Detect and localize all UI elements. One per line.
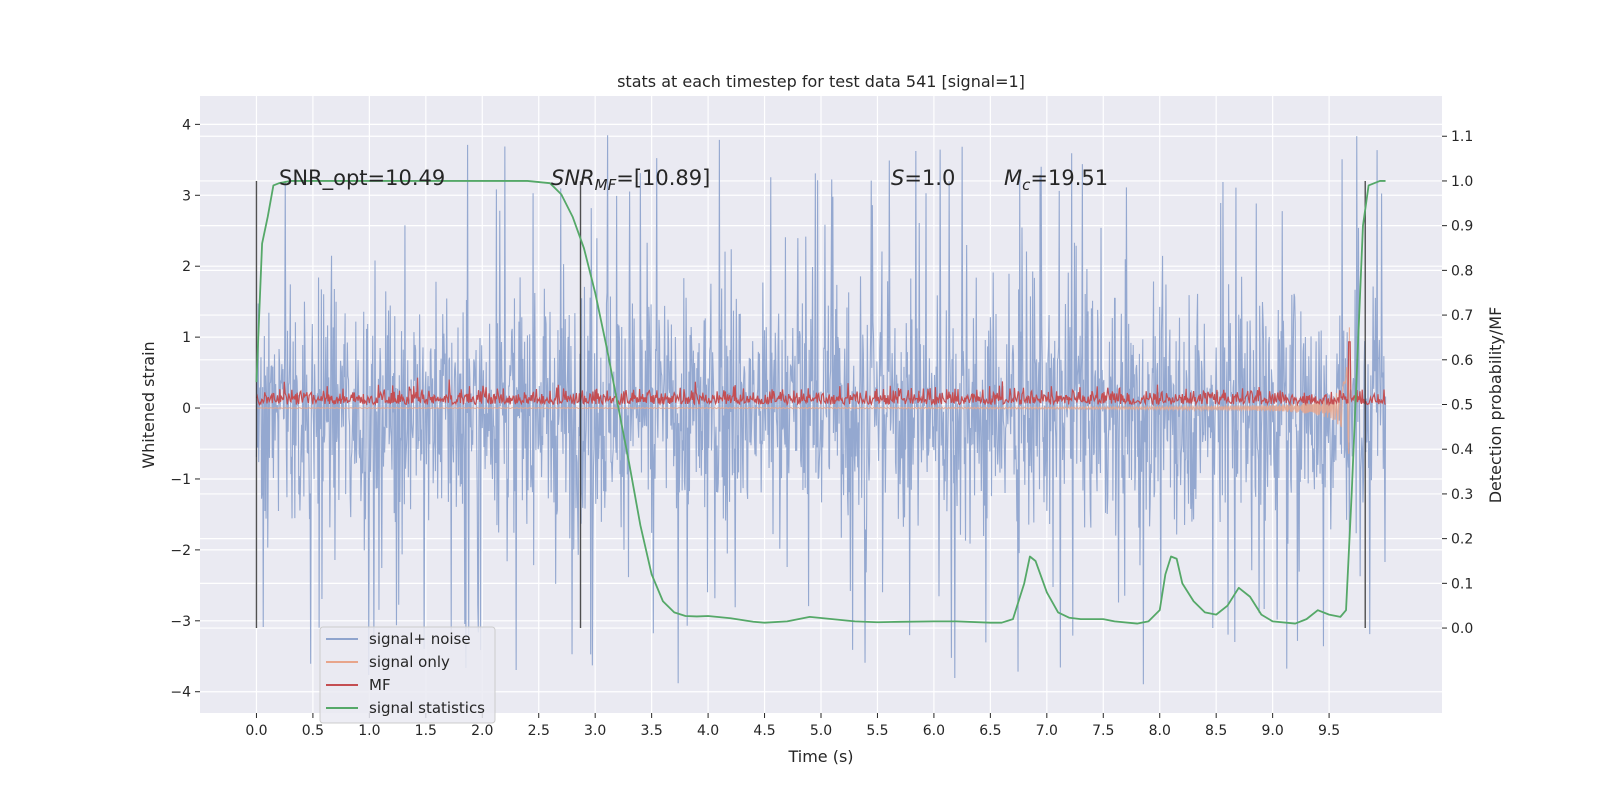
s-value: =1.0 xyxy=(904,166,955,190)
x-tick-label: 8.5 xyxy=(1205,723,1227,739)
x-tick-label: 2.0 xyxy=(471,723,493,739)
mc-base: M xyxy=(1004,166,1022,190)
legend-label-2: MF xyxy=(369,676,391,694)
legend-label-0: signal+ noise xyxy=(369,630,471,648)
snr-mf-sub: MF xyxy=(595,176,617,194)
annotation-s: S=1.0 xyxy=(891,166,955,190)
x-tick-label: 5.0 xyxy=(810,723,832,739)
x-tick-label: 1.5 xyxy=(415,723,437,739)
y-ticks-right: 0.0 0.1 0.2 0.3 0.4 0.5 0.6 0.7 0.8 0.9 1.0 1.1 xyxy=(1442,129,1473,637)
y-tick-label-right: 0.5 xyxy=(1451,398,1473,414)
x-tick-label: 9.5 xyxy=(1318,723,1340,739)
y-tick-label-right: 1.1 xyxy=(1451,129,1473,145)
snr-mf-base: SNR xyxy=(551,166,595,190)
x-tick-label: 6.5 xyxy=(979,723,1001,739)
y-tick-label-right: 0.6 xyxy=(1451,353,1473,369)
legend-label-3: signal statistics xyxy=(369,699,485,717)
series-mf xyxy=(255,341,1386,407)
y-tick-label-right: 0.4 xyxy=(1451,442,1473,458)
x-ticks: 0.0 0.5 1.0 1.5 2.0 2.5 3.0 3.5 4.0 4.5 5.0 5.5 6.0 6… xyxy=(245,713,1340,739)
y-tick-label-right: 0.3 xyxy=(1451,487,1473,503)
x-tick-label: 7.5 xyxy=(1092,723,1114,739)
s-label: S xyxy=(891,166,904,190)
legend-box xyxy=(319,626,496,724)
x-tick-label: 6.0 xyxy=(923,723,945,739)
y-tick-label-right: 0.9 xyxy=(1451,219,1473,235)
annotation-snr-opt: SNR_opt=10.49 xyxy=(279,166,445,191)
x-axis-label: Time (s) xyxy=(787,747,853,766)
y-tick-label-right: 0.0 xyxy=(1451,621,1473,637)
y-tick-label-left: 3 xyxy=(182,188,191,204)
series-signal-statistics xyxy=(255,180,1386,625)
snr-mf-value: =[10.89] xyxy=(616,166,710,190)
x-tick-label: 3.5 xyxy=(641,723,663,739)
x-tick-label: 7.0 xyxy=(1036,723,1058,739)
x-tick-label: 9.0 xyxy=(1262,723,1284,739)
y-tick-label-left: 4 xyxy=(182,117,191,133)
series-signal-only xyxy=(256,327,1350,454)
y-tick-label-right: 0.7 xyxy=(1451,308,1473,324)
mc-value: =19.51 xyxy=(1030,166,1108,190)
y-tick-label-left: 0 xyxy=(182,401,191,417)
y-tick-label-left: −4 xyxy=(170,685,191,701)
y-axis-label-right: Detection probability/MF xyxy=(1486,307,1505,504)
y-tick-label-right: 0.8 xyxy=(1451,263,1473,279)
x-tick-label: 8.0 xyxy=(1149,723,1171,739)
x-tick-label: 0.0 xyxy=(245,723,267,739)
y-tick-label-left: −3 xyxy=(170,614,191,630)
y-tick-label-right: 0.2 xyxy=(1451,532,1473,548)
x-tick-label: 1.0 xyxy=(358,723,380,739)
series-signal-noise xyxy=(255,135,1387,685)
x-tick-label: 2.5 xyxy=(528,723,550,739)
y-tick-label-left: 2 xyxy=(182,259,191,275)
y-tick-label-left: 1 xyxy=(182,330,191,346)
mc-sub: c xyxy=(1022,176,1031,194)
series-layer xyxy=(255,135,1387,685)
x-tick-label: 3.0 xyxy=(584,723,606,739)
x-tick-label: 5.5 xyxy=(866,723,888,739)
y-tick-label-left: −2 xyxy=(170,543,191,559)
x-tick-label: 4.0 xyxy=(697,723,719,739)
legend: signal+ noise signal only MF signal stat… xyxy=(319,626,496,724)
annotation-snr-mf: SNRMF=[10.89] xyxy=(551,166,710,194)
y-tick-label-right: 1.0 xyxy=(1451,174,1473,190)
x-tick-label: 4.5 xyxy=(753,723,775,739)
y-axis-label-left: Whitened strain xyxy=(139,341,158,468)
annotation-mc: Mc=19.51 xyxy=(1004,166,1108,194)
legend-label-1: signal only xyxy=(369,653,450,671)
y-tick-label-right: 0.1 xyxy=(1451,576,1473,592)
y-ticks-left: −4 −3 −2 −1 0 1 2 3 4 xyxy=(170,117,200,701)
y-tick-label-left: −1 xyxy=(170,472,191,488)
x-tick-label: 0.5 xyxy=(302,723,324,739)
chart-title: stats at each timestep for test data 541… xyxy=(617,72,1025,91)
